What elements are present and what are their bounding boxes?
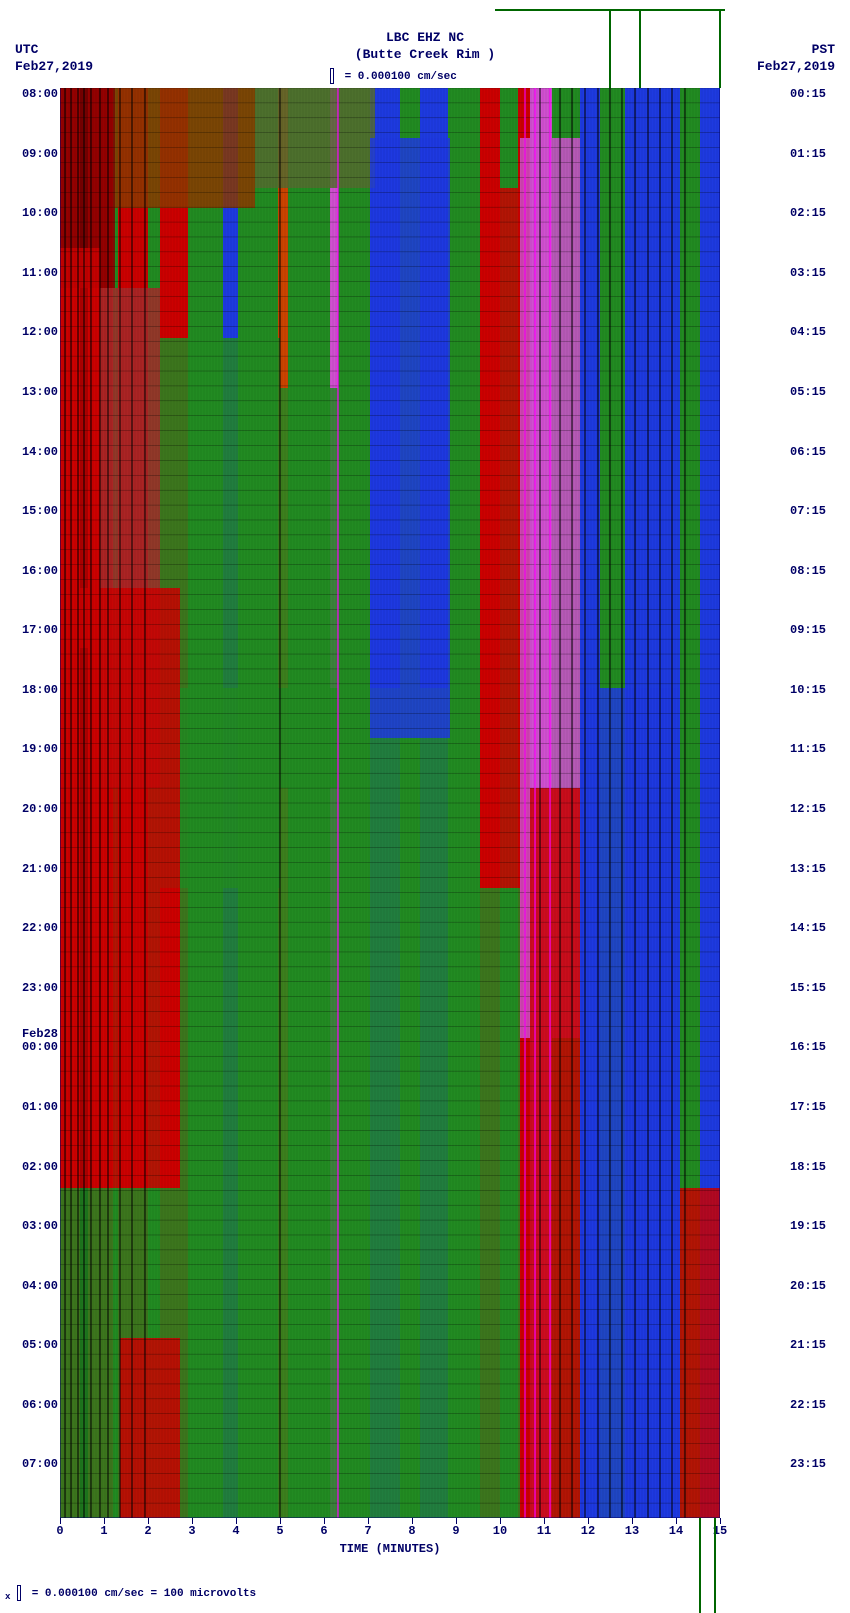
y-left-label: 14:00 <box>10 446 58 458</box>
x-tick-label: 3 <box>188 1524 195 1538</box>
y-left-label: 17:00 <box>10 624 58 636</box>
y-right-label: 10:15 <box>790 684 838 696</box>
x-tick-label: 7 <box>364 1524 371 1538</box>
y-left-label: 07:00 <box>10 1458 58 1470</box>
y-right-label: 04:15 <box>790 326 838 338</box>
y-right-label: 07:15 <box>790 505 838 517</box>
y-axis-left: 08:00 09:00 10:00 11:00 12:00 13:00 14:00 15:00… <box>10 88 58 1518</box>
y-left-label: 00:00 <box>10 1041 58 1053</box>
y-right-label: 01:15 <box>790 148 838 160</box>
y-right-label: 02:15 <box>790 207 838 219</box>
mid-date-left: Feb28 <box>10 1027 58 1041</box>
y-left-label: 16:00 <box>10 565 58 577</box>
scale-bar-icon <box>17 1585 21 1601</box>
helicorder-plot <box>60 88 720 1518</box>
y-right-label: 12:15 <box>790 803 838 815</box>
station-location: (Butte Creek Rim ) <box>0 47 850 64</box>
y-left-label: 13:00 <box>10 386 58 398</box>
y-right-label: 20:15 <box>790 1280 838 1292</box>
x-tick-label: 1 <box>100 1524 107 1538</box>
y-right-label: 08:15 <box>790 565 838 577</box>
y-right-label: 19:15 <box>790 1220 838 1232</box>
y-right-label: 15:15 <box>790 982 838 994</box>
y-left-label: 15:00 <box>10 505 58 517</box>
y-right-label: 18:15 <box>790 1161 838 1173</box>
y-right-label: 16:15 <box>790 1041 838 1053</box>
header: LBC EHZ NC (Butte Creek Rim ) <box>0 30 850 64</box>
x-tick-label: 14 <box>669 1524 683 1538</box>
y-right-label: 05:15 <box>790 386 838 398</box>
tz-right: PST Feb27,2019 <box>757 42 835 76</box>
y-left-label: 05:00 <box>10 1339 58 1351</box>
scale-value: = 0.000100 cm/sec <box>345 71 457 83</box>
y-left-label: 21:00 <box>10 863 58 875</box>
y-right-label: 06:15 <box>790 446 838 458</box>
y-left-label: 04:00 <box>10 1280 58 1292</box>
y-left-label: 23:00 <box>10 982 58 994</box>
footer-scale-text: = 0.000100 cm/sec = 100 microvolts <box>32 1588 256 1600</box>
y-right-label: 13:15 <box>790 863 838 875</box>
y-right-label: 09:15 <box>790 624 838 636</box>
scale-indicator-top: = 0.000100 cm/sec <box>330 68 457 84</box>
y-right-label: 23:15 <box>790 1458 838 1470</box>
x-tick-label: 11 <box>537 1524 551 1538</box>
x-tick-label: 13 <box>625 1524 639 1538</box>
footer-sub: x <box>5 1591 11 1602</box>
y-right-label: 11:15 <box>790 743 838 755</box>
tz-right-date: Feb27,2019 <box>757 59 835 76</box>
y-left-label: 10:00 <box>10 207 58 219</box>
tz-left-name: UTC <box>15 42 93 59</box>
x-tick-label: 5 <box>276 1524 283 1538</box>
x-tick-label: 15 <box>713 1524 727 1538</box>
y-right-label: 22:15 <box>790 1399 838 1411</box>
y-left-label: 22:00 <box>10 922 58 934</box>
x-tick-label: 8 <box>408 1524 415 1538</box>
x-tick-label: 2 <box>144 1524 151 1538</box>
y-axis-right: 00:15 01:15 02:15 03:15 04:15 05:15 06:15 07:15… <box>790 88 838 1518</box>
x-tick-label: 0 <box>56 1524 63 1538</box>
tz-left-date: Feb27,2019 <box>15 59 93 76</box>
y-right-label: 17:15 <box>790 1101 838 1113</box>
station-id: LBC EHZ NC <box>0 30 850 47</box>
y-left-label: 18:00 <box>10 684 58 696</box>
x-tick-label: 10 <box>493 1524 507 1538</box>
y-left-label: 02:00 <box>10 1161 58 1173</box>
y-left-label: 19:00 <box>10 743 58 755</box>
y-right-label: 21:15 <box>790 1339 838 1351</box>
y-left-label: 08:00 <box>10 88 58 100</box>
y-left-label: 12:00 <box>10 326 58 338</box>
scale-bar-icon <box>330 68 334 84</box>
y-left-label: 20:00 <box>10 803 58 815</box>
x-tick-label: 6 <box>320 1524 327 1538</box>
y-left-label: 06:00 <box>10 1399 58 1411</box>
tz-left: UTC Feb27,2019 <box>15 42 93 76</box>
tz-right-name: PST <box>757 42 835 59</box>
x-tick-label: 12 <box>581 1524 595 1538</box>
x-axis-title: TIME (MINUTES) <box>60 1542 720 1556</box>
x-tick-label: 9 <box>452 1524 459 1538</box>
y-left-label: 11:00 <box>10 267 58 279</box>
y-right-label: 03:15 <box>790 267 838 279</box>
y-left-label: 01:00 <box>10 1101 58 1113</box>
y-right-label: 00:15 <box>790 88 838 100</box>
footer-scale: x = 0.000100 cm/sec = 100 microvolts <box>5 1585 256 1602</box>
seismogram-container: LBC EHZ NC (Butte Creek Rim ) UTC Feb27,… <box>0 0 850 1613</box>
y-left-label: 03:00 <box>10 1220 58 1232</box>
y-right-label: 14:15 <box>790 922 838 934</box>
x-tick-label: 4 <box>232 1524 239 1538</box>
y-left-label: 09:00 <box>10 148 58 160</box>
